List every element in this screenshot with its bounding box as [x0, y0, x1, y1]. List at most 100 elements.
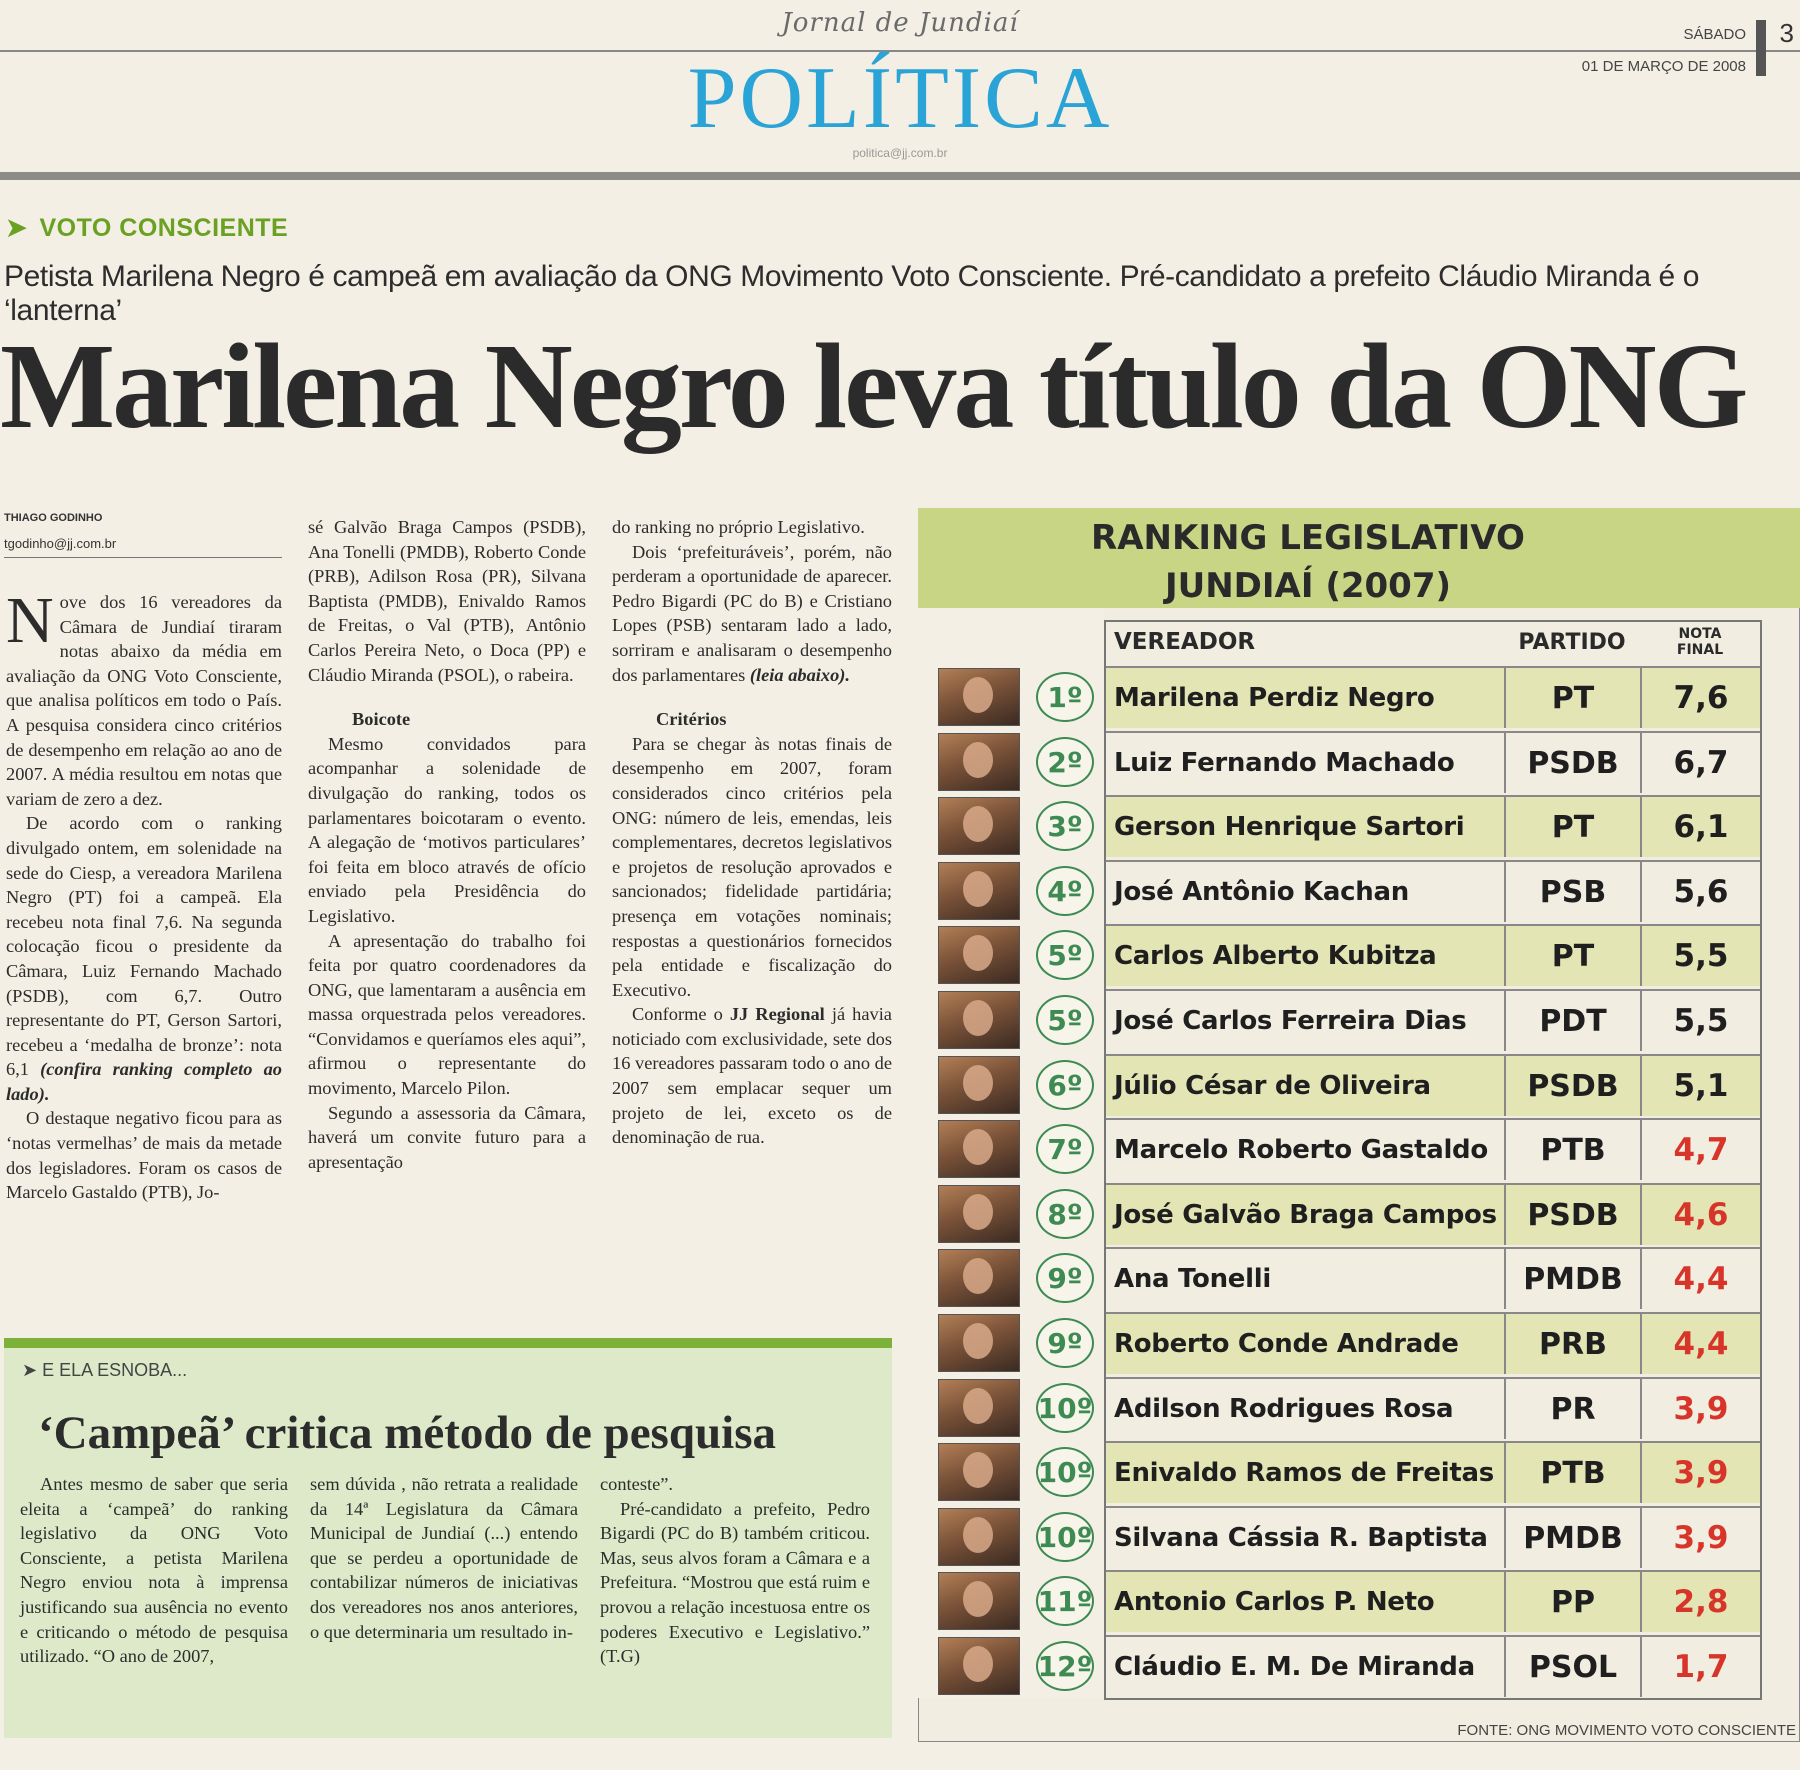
paragraph: Mesmo convidados para acompanhar a solen… [308, 733, 586, 926]
table-row: José Galvão Braga Campos PSDB 4,6 [1106, 1183, 1760, 1245]
rank-position-badge: 10º [1036, 1512, 1094, 1562]
final-grade: 5,1 [1640, 1056, 1760, 1116]
sidebar-column-3: conteste”. Pré-candidato a prefeito, Ped… [600, 1472, 870, 1669]
final-grade: 7,6 [1640, 668, 1760, 728]
final-grade: 5,5 [1640, 926, 1760, 986]
subheading: Critérios [656, 709, 727, 730]
page-marker [1756, 20, 1766, 76]
paragraph: Pré-candidato a prefeito, Pedro Bigardi … [600, 1498, 870, 1667]
paragraph: do ranking no próprio Legislativo. [612, 517, 865, 537]
cross-reference: (leia abaixo). [749, 664, 850, 685]
final-grade: 3,9 [1640, 1508, 1760, 1568]
rank-position-badge: 7º [1036, 1124, 1094, 1174]
councillor-photo [938, 797, 1020, 855]
byline-email: tgodinho@jj.com.br [4, 536, 117, 551]
councillor-photo [938, 1379, 1020, 1437]
councillor-photo [938, 1572, 1020, 1630]
paragraph: sem dúvida , não retrata a realidade da … [310, 1474, 578, 1642]
paragraph: A apresentação do trabalho foi feita por… [308, 930, 586, 1099]
article-subhead: Petista Marilena Negro é campeã em avali… [4, 260, 1700, 327]
ranking-title-line2: JUNDIAÍ (2007) [1164, 566, 1452, 606]
rank-position-badge: 5º [1036, 930, 1094, 980]
councillor-photo [938, 1056, 1020, 1114]
party: PSDB [1504, 1056, 1640, 1116]
table-row: Marcelo Roberto Gastaldo PTB 4,7 [1106, 1118, 1760, 1180]
page-number: 3 [1779, 18, 1794, 48]
article-kicker: ➤ VOTO CONSCIENTE [6, 213, 288, 243]
councillor-photo [938, 733, 1020, 791]
party: PRB [1504, 1314, 1640, 1374]
publication-name: JJ Regional [729, 1004, 825, 1025]
paragraph: Segundo a assessoria da Câmara, haverá u… [308, 1102, 586, 1172]
ranking-header [918, 508, 1800, 608]
section-divider [0, 172, 1800, 180]
party: PDT [1504, 991, 1640, 1051]
section-title: POLÍTICA [687, 50, 1113, 147]
sidebar-title: ‘Campeã’ critica método de pesquisa [38, 1407, 776, 1459]
final-grade: 4,4 [1640, 1314, 1760, 1374]
header-rule [0, 50, 1800, 52]
paragraph-text: O destaque negativo ficou para as ‘notas… [6, 1108, 282, 1203]
final-grade: 4,7 [1640, 1120, 1760, 1180]
paragraph-text: Dois ‘prefeituráveis’, porém, não perder… [612, 541, 892, 685]
paragraph: sé Galvão Braga Campos (PSDB), Ana Tonel… [308, 517, 586, 685]
table-row: Gerson Henrique Sartori PT 6,1 [1106, 795, 1760, 857]
sidebar-box [4, 1338, 892, 1738]
sidebar-column-2: sem dúvida , não retrata a realidade da … [310, 1472, 578, 1644]
party: PSDB [1504, 733, 1640, 793]
councillor-name: Roberto Conde Andrade [1114, 1329, 1459, 1359]
party: PP [1504, 1572, 1640, 1632]
table-row: José Antônio Kachan PSB 5,6 [1106, 860, 1760, 922]
rank-position-badge: 10º [1036, 1447, 1094, 1497]
councillor-name: José Carlos Ferreira Dias [1114, 1006, 1467, 1036]
arrow-right-icon: ➤ [22, 1360, 43, 1380]
paragraph: Para se chegar às notas finais de desemp… [612, 733, 892, 1000]
weekday: SÁBADO [1683, 26, 1746, 43]
councillor-photo [938, 991, 1020, 1049]
paragraph-text: já havia noticiado com exclusividade, se… [612, 1004, 892, 1148]
councillor-photo [938, 1185, 1020, 1243]
rank-position-badge: 5º [1036, 995, 1094, 1045]
councillor-name: Adilson Rodrigues Rosa [1114, 1394, 1454, 1424]
final-grade: 5,6 [1640, 862, 1760, 922]
ranking-title-line1: RANKING LEGISLATIVO [1091, 518, 1525, 558]
councillor-photo [938, 862, 1020, 920]
party: PMDB [1504, 1508, 1640, 1568]
party: PTB [1504, 1120, 1640, 1180]
rank-position-badge: 9º [1036, 1318, 1094, 1368]
party: PSB [1504, 862, 1640, 922]
rank-position-badge: 8º [1036, 1189, 1094, 1239]
table-row: Roberto Conde Andrade PRB 4,4 [1106, 1312, 1760, 1374]
councillor-name: Gerson Henrique Sartori [1114, 812, 1465, 842]
paragraph: Conforme o JJ Regional já havia noticiad… [612, 1002, 892, 1150]
ranking-source: FONTE: ONG MOVIMENTO VOTO CONSCIENTE [1457, 1722, 1796, 1739]
councillor-name: Marcelo Roberto Gastaldo [1114, 1135, 1488, 1165]
party: PTB [1504, 1443, 1640, 1503]
column-header-vereador: VEREADOR [1114, 629, 1256, 655]
final-grade: 1,7 [1640, 1637, 1760, 1697]
final-grade: 6,7 [1640, 733, 1760, 793]
rank-position-badge: 10º [1036, 1383, 1094, 1433]
councillor-photo [938, 668, 1020, 726]
councillor-name: Enivaldo Ramos de Freitas [1114, 1458, 1494, 1488]
table-row: Cláudio E. M. De Miranda PSOL 1,7 [1106, 1635, 1760, 1697]
party: PT [1504, 797, 1640, 857]
column-header-nota: NOTA FINAL [1640, 622, 1760, 662]
rank-position-badge: 6º [1036, 1060, 1094, 1110]
final-grade: 2,8 [1640, 1572, 1760, 1632]
table-row: Silvana Cássia R. Baptista PMDB 3,9 [1106, 1506, 1760, 1568]
paragraph-text: ove dos 16 vereadores da Câmara de Jundi… [6, 592, 282, 809]
table-row: Antonio Carlos P. Neto PP 2,8 [1106, 1570, 1760, 1632]
rank-position-badge: 3º [1036, 801, 1094, 851]
section-email: politica@jj.com.br [852, 146, 948, 160]
column-header-partido: PARTIDO [1518, 629, 1626, 655]
final-grade: 6,1 [1640, 797, 1760, 857]
councillor-photo [938, 1314, 1020, 1372]
table-row: Júlio César de Oliveira PSDB 5,1 [1106, 1054, 1760, 1116]
paragraph: conteste”. [600, 1474, 674, 1494]
rank-position-badge: 1º [1036, 672, 1094, 722]
councillor-name: Carlos Alberto Kubitza [1114, 941, 1437, 971]
paragraph: De acordo com o ranking divulgado ontem,… [6, 811, 282, 1106]
